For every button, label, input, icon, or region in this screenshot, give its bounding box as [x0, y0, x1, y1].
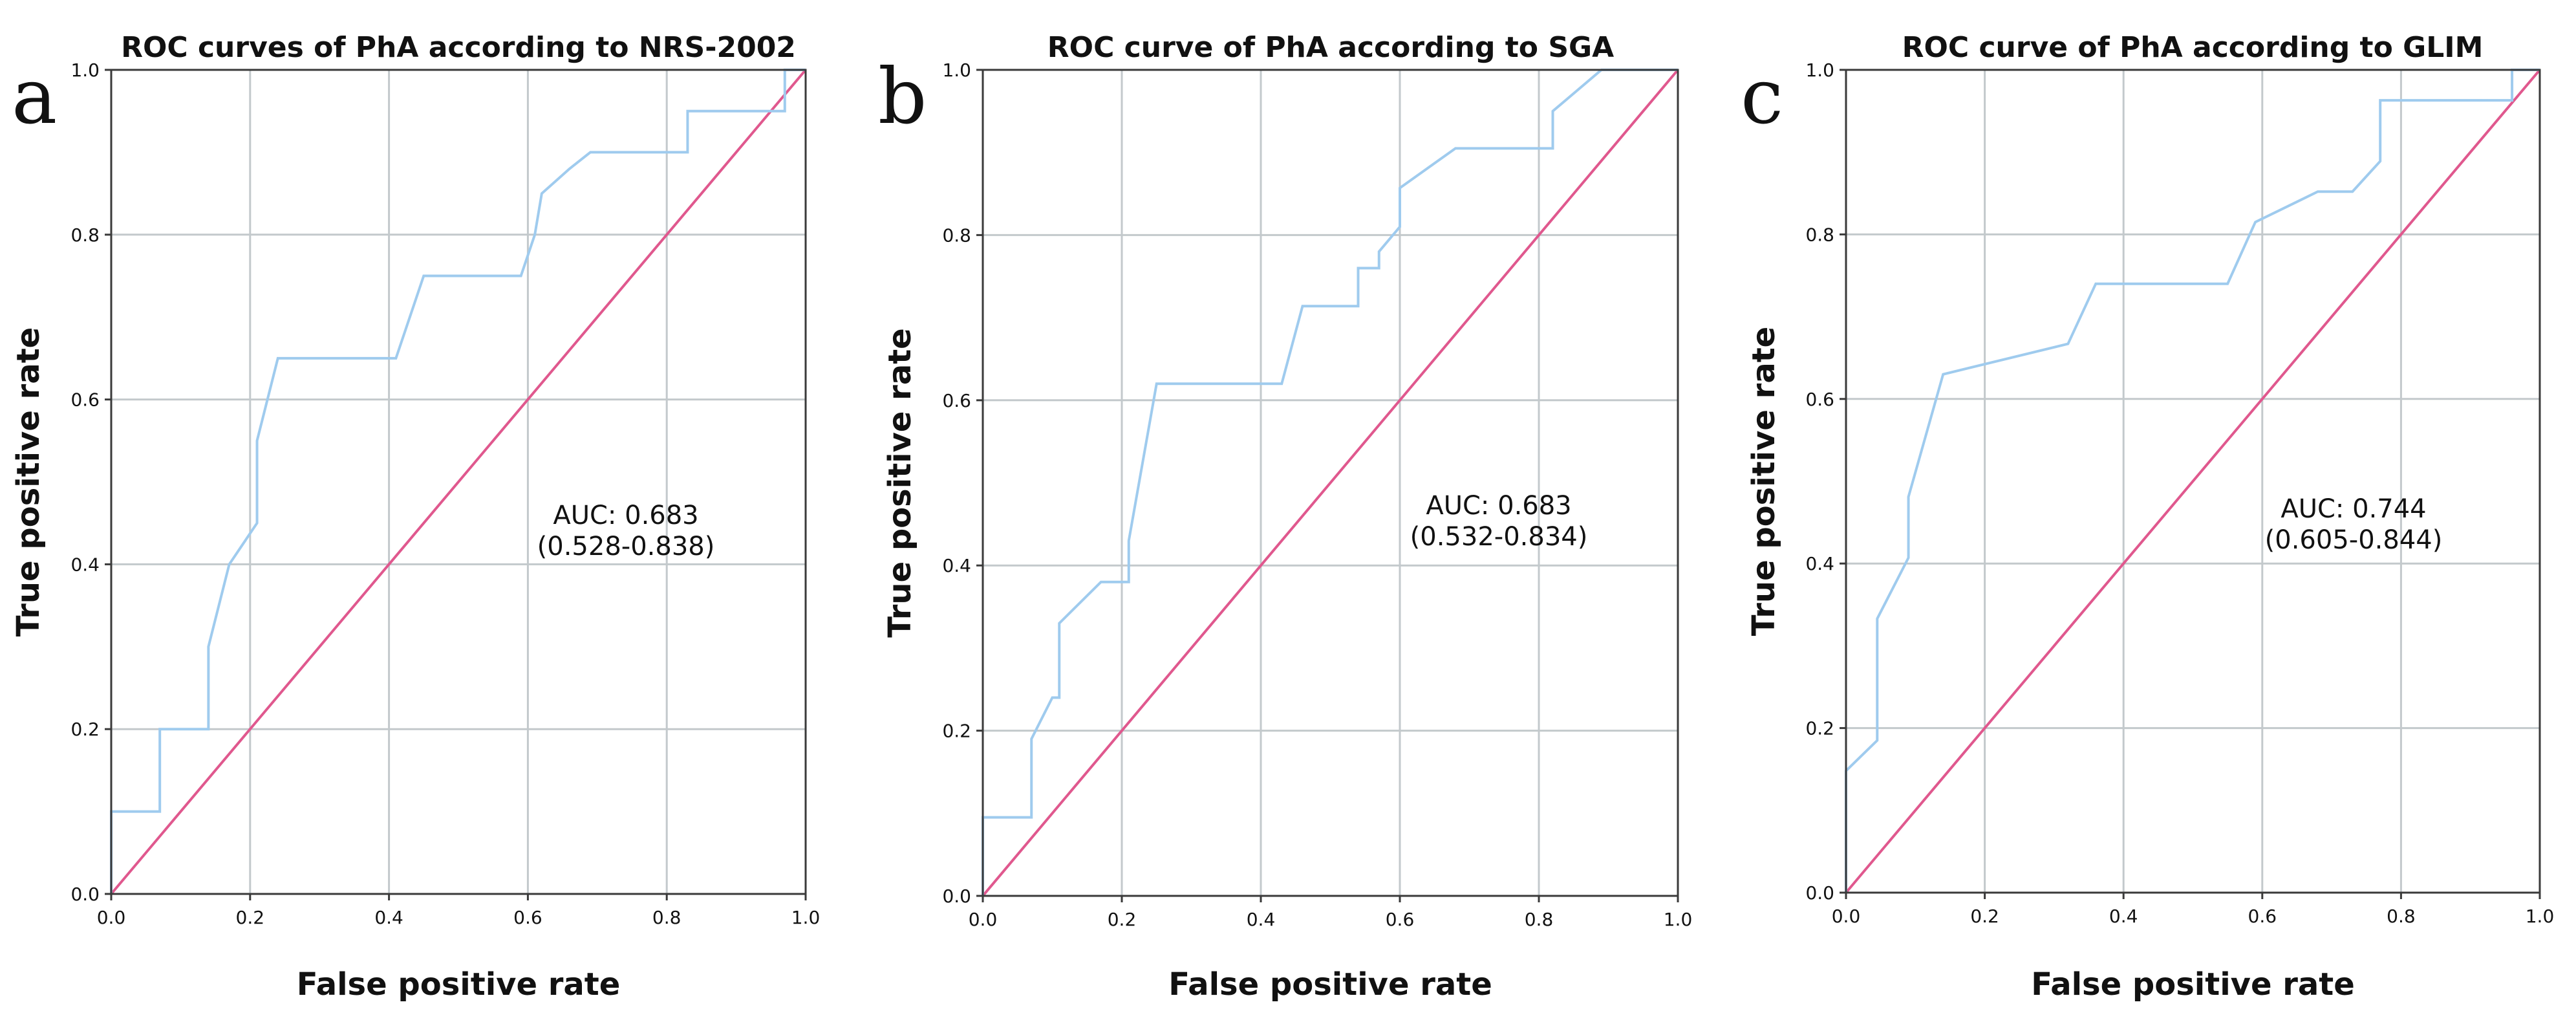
y-tick-label: 0.0 [1805, 882, 1834, 904]
y-axis-label: True positive rate [882, 328, 918, 637]
x-tick-label: 1.0 [791, 907, 821, 928]
y-tick-label: 0.2 [70, 719, 100, 740]
y-tick-label: 1.0 [70, 60, 100, 81]
y-tick-label: 0.2 [942, 721, 971, 742]
plot-frame [110, 69, 807, 895]
x-tick-label: 0.8 [652, 907, 682, 928]
x-tick-label: 0.0 [1832, 906, 1861, 927]
x-axis-label: False positive rate [297, 966, 621, 1003]
roc-curve [982, 69, 1678, 896]
y-tick-label: 0.4 [1805, 553, 1834, 574]
roc-curve [1845, 69, 2540, 893]
y-tick-label: 0.8 [942, 224, 971, 246]
auc-value: AUC: 0.683 [1426, 491, 1571, 521]
y-tick-label: 1.0 [942, 60, 971, 81]
y-tick-label: 0.2 [1805, 718, 1834, 739]
auc-value: AUC: 0.744 [2281, 494, 2426, 524]
x-tick-label: 0.6 [2248, 906, 2277, 927]
auc-ci: (0.605-0.844) [2265, 525, 2443, 555]
chart-title: ROC curves of PhA according to NRS-2002 [121, 31, 796, 64]
y-tick-label: 0.4 [70, 554, 100, 575]
x-tick-label: 0.4 [2109, 906, 2138, 927]
panel-a: 0.0 0.2 0.4 0.6 0.8 1.0 0.0 0.2 0.4 0.6 0.8 1.0 ROC … [10, 31, 820, 1003]
panel-letter: a [12, 52, 57, 141]
x-tick-label: 0.8 [1525, 909, 1554, 930]
x-tick-label: 0.2 [1108, 909, 1137, 930]
chart-title: ROC curve of PhA according to GLIM [1902, 31, 2484, 64]
x-tick-label: 0.0 [97, 907, 126, 928]
reference-line [982, 69, 1679, 897]
y-tick-label: 0.8 [1805, 224, 1834, 245]
y-tick-label: 0.0 [942, 886, 971, 907]
y-axis-label: True positive rate [1746, 327, 1782, 636]
panel-b: 0.0 0.2 0.4 0.6 0.8 1.0 0.0 0.2 0.4 0.6 0.8 1.0 ROC … [878, 31, 1692, 1003]
chart-title: ROC curve of PhA according to SGA [1047, 31, 1614, 64]
x-tick-label: 1.0 [1664, 909, 1693, 930]
y-axis-label: True positive rate [10, 327, 47, 636]
x-tick-label: 0.2 [236, 907, 265, 928]
x-tick-label: 0.8 [2387, 906, 2416, 927]
auc-ci: (0.532-0.834) [1410, 522, 1588, 552]
reference-line [1845, 69, 2541, 894]
y-tick-label: 0.8 [70, 224, 100, 246]
x-tick-label: 1.0 [2526, 906, 2555, 927]
x-tick-label: 0.2 [1970, 906, 1999, 927]
y-tick-label: 0.6 [70, 389, 100, 411]
x-tick-label: 0.6 [1386, 909, 1415, 930]
auc-ci: (0.528-0.838) [537, 532, 715, 561]
x-axis-label: False positive rate [2031, 966, 2355, 1003]
x-tick-label: 0.6 [513, 907, 542, 928]
reference-line [110, 69, 807, 895]
x-tick-label: 0.0 [969, 909, 998, 930]
plot-frame [1845, 69, 2541, 894]
x-tick-label: 0.4 [374, 907, 403, 928]
panel-c: 0.0 0.2 0.4 0.6 0.8 1.0 0.0 0.2 0.4 0.6 0.8 1.0 ROC … [1741, 31, 2554, 1003]
y-tick-label: 0.0 [70, 884, 100, 905]
y-tick-label: 1.0 [1805, 60, 1834, 81]
y-tick-label: 0.6 [942, 390, 971, 411]
roc-curve [110, 69, 806, 894]
panel-letter: b [878, 52, 927, 141]
y-tick-label: 0.4 [942, 555, 971, 576]
x-tick-label: 0.4 [1247, 909, 1276, 930]
x-axis-label: False positive rate [1168, 966, 1492, 1003]
plot-frame [982, 69, 1679, 897]
panel-letter: c [1741, 52, 1783, 141]
y-tick-label: 0.6 [1805, 389, 1834, 410]
auc-value: AUC: 0.683 [553, 501, 698, 530]
